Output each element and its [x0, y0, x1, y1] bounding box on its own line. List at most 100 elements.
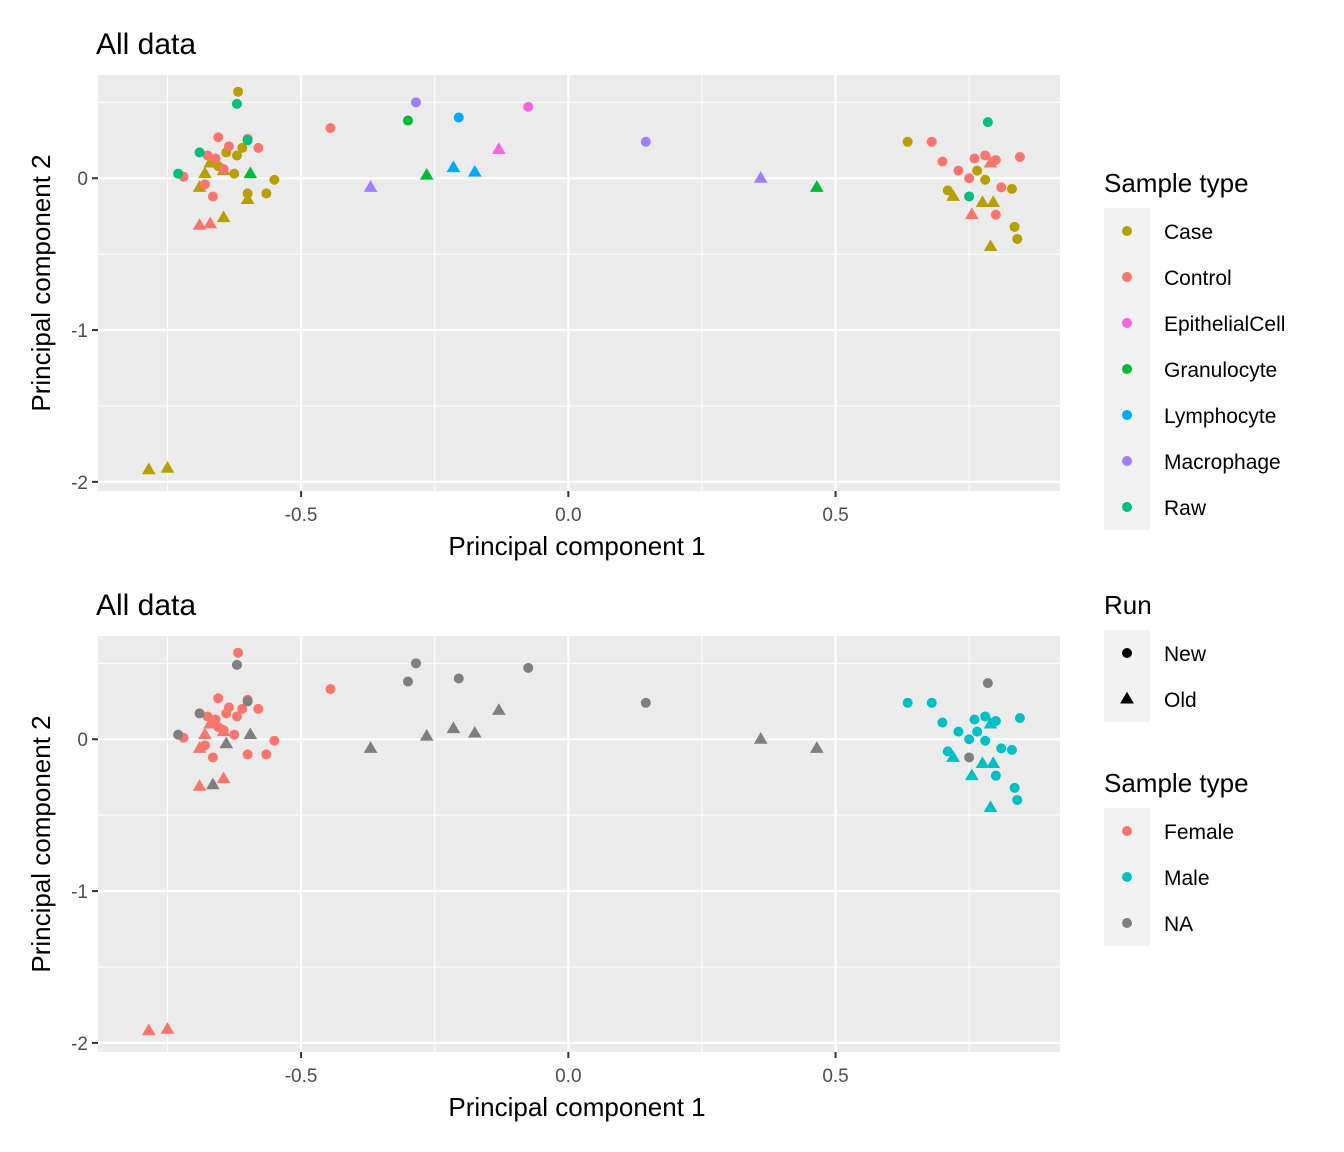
data-point-circle	[926, 697, 937, 708]
data-point-circle	[980, 150, 991, 161]
data-point-triangle	[363, 741, 378, 753]
data-point-circle	[402, 115, 413, 126]
data-point-circle	[207, 752, 218, 763]
data-point-circle	[902, 136, 913, 147]
y-tick-label: 0	[77, 169, 88, 190]
data-point-triangle	[809, 741, 824, 753]
data-point-triangle	[983, 239, 998, 252]
data-point-triangle	[192, 779, 207, 791]
data-point-circle	[1012, 794, 1023, 805]
data-point-circle	[261, 749, 272, 760]
data-point-circle	[937, 156, 948, 167]
chart-title: All data	[96, 28, 196, 61]
data-point-triangle	[467, 164, 482, 177]
data-point-triangle	[946, 189, 960, 201]
data-point-circle	[982, 117, 993, 128]
data-point-circle	[640, 136, 651, 147]
data-point-circle	[242, 749, 253, 760]
data-point-circle	[969, 153, 980, 164]
data-point-triangle	[203, 216, 218, 229]
data-point-triangle	[216, 771, 231, 784]
x-tick-label: 0.5	[822, 505, 848, 526]
legend-key-circle	[1122, 318, 1132, 328]
data-point-triangle	[467, 725, 482, 738]
data-point-triangle	[986, 195, 1001, 207]
data-point-circle	[926, 136, 937, 147]
data-point-triangle	[198, 727, 212, 740]
data-point-circle	[229, 729, 240, 740]
legend-label: Female	[1164, 821, 1234, 844]
y-tick-label: -2	[71, 1034, 88, 1055]
x-tick-label: 0.0	[555, 505, 581, 526]
data-point-triangle	[141, 1023, 156, 1036]
legend-key-circle	[1122, 364, 1132, 374]
x-tick-label: -0.5	[285, 505, 318, 526]
data-point-circle	[453, 673, 464, 684]
legend-key-circle	[1122, 410, 1132, 420]
data-point-circle	[410, 658, 421, 669]
data-point-circle	[231, 659, 242, 670]
data-point-circle	[964, 191, 975, 202]
data-point-triangle	[986, 756, 1001, 768]
data-point-circle	[990, 770, 1001, 781]
data-point-circle	[218, 164, 229, 175]
data-point-circle	[980, 711, 991, 722]
data-point-triangle	[243, 727, 258, 740]
x-axis-title: Principal component 1	[448, 1092, 705, 1122]
data-point-circle	[213, 693, 224, 704]
data-point-circle	[233, 647, 244, 658]
data-point-circle	[942, 185, 953, 196]
legend-sample-type: Sample type Case Control EpithelialCell Gran…	[1104, 168, 1285, 530]
data-point-triangle	[198, 166, 212, 179]
data-point-circle	[261, 188, 272, 199]
data-point-circle	[972, 165, 983, 176]
data-point-triangle	[983, 155, 998, 168]
data-point-circle	[402, 676, 413, 687]
data-point-circle	[253, 142, 264, 153]
legend-title: Run	[1104, 590, 1152, 620]
legend-sample-type: Sample type Female Male NA	[1104, 768, 1249, 946]
x-tick-label: 0.0	[555, 1066, 581, 1087]
data-point-circle	[1006, 744, 1017, 755]
data-point-circle	[1009, 782, 1020, 793]
data-point-triangle	[983, 716, 998, 729]
legend-label: Lymphocyte	[1164, 405, 1276, 428]
data-point-triangle	[219, 736, 234, 749]
y-tick-label: -1	[71, 882, 88, 903]
chart-title: All data	[96, 589, 196, 622]
data-point-triangle	[964, 768, 979, 781]
legend-label: EpithelialCell	[1164, 313, 1285, 336]
data-point-circle	[242, 135, 253, 146]
data-point-triangle	[964, 207, 979, 220]
data-point-triangle	[983, 800, 998, 813]
data-point-triangle	[446, 721, 461, 734]
data-point-circle	[453, 112, 464, 123]
data-point-circle	[969, 714, 980, 725]
data-point-triangle	[243, 166, 258, 179]
data-point-triangle	[203, 155, 218, 168]
data-point-circle	[942, 746, 953, 757]
data-point-circle	[996, 182, 1007, 193]
data-point-circle	[1006, 183, 1017, 194]
data-point-circle	[937, 717, 948, 728]
legend-key-circle	[1122, 456, 1132, 466]
data-point-triangle	[975, 195, 990, 207]
data-point-triangle	[203, 716, 218, 729]
legend-key-circle	[1122, 918, 1132, 928]
data-point-circle	[237, 703, 248, 714]
data-point-triangle	[160, 1022, 175, 1034]
data-point-circle	[221, 708, 232, 719]
data-point-circle	[253, 703, 264, 714]
data-point-circle	[173, 729, 184, 740]
data-point-circle	[231, 150, 242, 161]
legend-label: NA	[1164, 913, 1193, 936]
data-point-triangle	[216, 210, 231, 223]
data-point-circle	[207, 191, 218, 202]
data-point-circle	[964, 173, 975, 184]
data-point-circle	[1014, 151, 1025, 162]
plot-background	[98, 75, 1060, 491]
data-point-circle	[640, 697, 651, 708]
points-layer	[141, 647, 1025, 1036]
legend-label: Male	[1164, 867, 1210, 890]
legend-label: New	[1164, 643, 1207, 666]
